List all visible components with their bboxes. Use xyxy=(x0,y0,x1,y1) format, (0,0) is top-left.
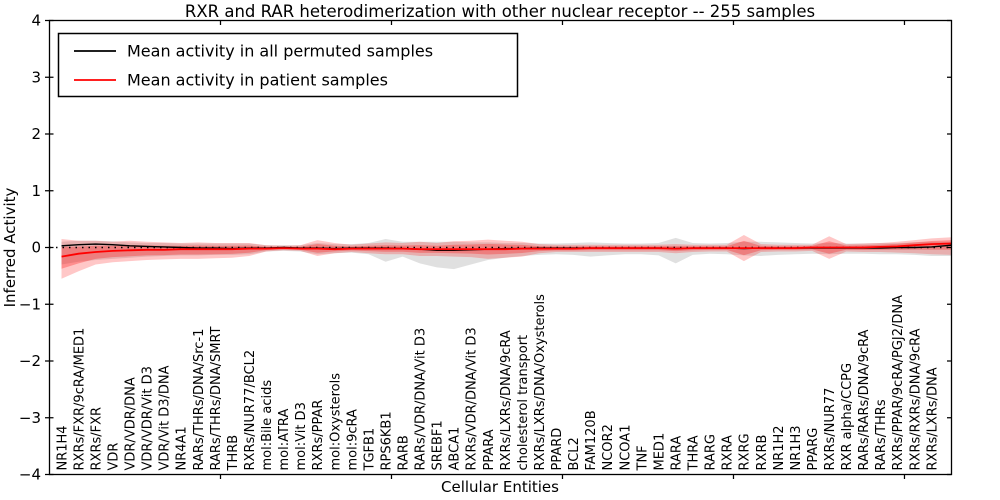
category-label: NR1H3 xyxy=(789,425,804,470)
category-label: RXRs/LXRs/DNA/9cRA xyxy=(499,330,514,470)
category-label: VDR/VDR/DNA xyxy=(124,377,139,470)
y-tick-label: 4 xyxy=(31,12,41,30)
category-label: SREBF1 xyxy=(431,420,446,470)
category-label: RARs/THRs xyxy=(874,399,889,470)
category-label: RARs/RARs/DNA/9cRA xyxy=(857,329,872,470)
y-tick-label: 3 xyxy=(31,68,41,86)
category-label: NR1H4 xyxy=(55,425,70,470)
category-label: VDR/VDR/Vit D3 xyxy=(141,366,156,470)
category-label: VDR/Vit D3/DNA xyxy=(158,365,173,470)
category-label: mol:9cRA xyxy=(345,409,360,471)
category-label: TGFB1 xyxy=(362,428,377,472)
legend-label: Mean activity in patient samples xyxy=(127,71,388,90)
category-label: MED1 xyxy=(652,433,667,471)
category-label: RXRs/NUR77 xyxy=(823,388,838,471)
category-label: RXRs/PPAR/9cRA/PGJ2/DNA xyxy=(891,295,906,471)
y-tick-label: 1 xyxy=(31,182,41,200)
chart-title: RXR and RAR heterodimerization with othe… xyxy=(185,2,815,21)
y-tick-label: −3 xyxy=(19,409,41,427)
category-label: PPARG xyxy=(806,428,821,471)
category-label: RXRs/NUR77/BCL2 xyxy=(243,350,258,471)
category-label: RPS6KB1 xyxy=(379,411,394,470)
category-label: NCOA1 xyxy=(618,425,633,471)
category-label: RXRG xyxy=(738,433,753,470)
y-axis-label: Inferred Activity xyxy=(1,187,19,307)
category-label: mol:Oxysterols xyxy=(328,373,343,471)
category-label: mol:Bile acids xyxy=(260,380,275,471)
category-label: RARs/THRs/DNA/SMRT xyxy=(209,326,224,470)
y-tick-label: −4 xyxy=(19,466,41,484)
category-label: NCOR2 xyxy=(601,424,616,470)
category-label: mol:Vit D3 xyxy=(294,402,309,470)
category-label: PPARD xyxy=(550,428,565,471)
category-label: RXRs/LXRs/DNA/Oxysterols xyxy=(533,294,548,471)
category-label: RXR alpha/CCPG xyxy=(840,363,855,471)
category-label: RARB xyxy=(397,435,412,470)
category-label: RXRs/PPAR xyxy=(311,400,326,471)
category-label: cholesterol transport xyxy=(516,335,531,471)
category-label: RXRs/RXRs/DNA/9cRA xyxy=(908,328,923,470)
category-label: RXRA xyxy=(721,435,736,470)
legend-label: Mean activity in all permuted samples xyxy=(127,42,433,61)
category-label: VDR xyxy=(107,443,122,471)
legend: Mean activity in all permuted samples Mea… xyxy=(57,32,519,98)
y-tick-label: 2 xyxy=(31,125,41,143)
category-label: BCL2 xyxy=(567,437,582,470)
category-label: RXRs/FXR xyxy=(89,407,104,471)
category-label: RXRB xyxy=(755,435,770,471)
y-tick-label: 0 xyxy=(31,239,41,257)
category-label: TNF xyxy=(635,445,650,471)
patient-range-band-outer xyxy=(61,235,952,279)
category-label: RARs/VDR/DNA/Vit D3 xyxy=(414,328,429,471)
category-label: THRB xyxy=(226,435,241,472)
y-tick-label: −1 xyxy=(19,295,41,313)
category-label: RXRs/LXRs/DNA xyxy=(925,367,940,470)
category-label: RARA xyxy=(670,436,685,471)
category-label: RARG xyxy=(704,434,719,471)
category-label: RXRs/FXR/9cRA/MED1 xyxy=(72,328,87,471)
category-label: THRA xyxy=(687,435,702,471)
category-label: mol:ATRA xyxy=(277,409,292,471)
category-label: PPARA xyxy=(482,429,497,470)
legend-box xyxy=(57,32,519,98)
category-label: RARs/THRs/DNA/Src-1 xyxy=(192,329,207,471)
category-label: RXRs/VDR/DNA/Vit D3 xyxy=(465,327,480,470)
category-label: NR4A1 xyxy=(175,426,190,470)
x-axis-label: Cellular Entities xyxy=(441,478,559,496)
permuted-range-band xyxy=(61,237,952,270)
category-label: ABCA1 xyxy=(448,427,463,471)
category-label: NR1H2 xyxy=(772,425,787,470)
y-tick-label: −2 xyxy=(19,352,41,370)
category-label: FAM120B xyxy=(584,410,599,470)
patient-mean-line xyxy=(61,242,952,258)
